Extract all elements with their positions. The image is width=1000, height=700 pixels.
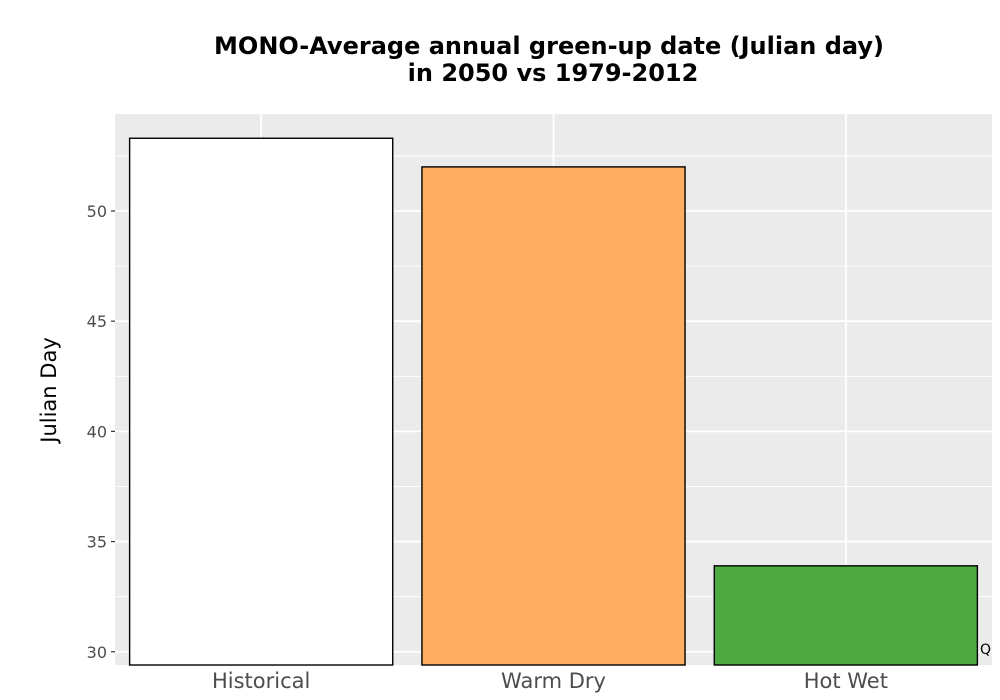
x-tick-label: Hot Wet [804,669,888,693]
y-tick-label: 30 [87,643,107,662]
corner-mark: Q [980,642,991,658]
bar-warm-dry [421,166,686,666]
chart-title-line-1: MONO-Average annual green-up date (Julia… [214,32,884,60]
y-tick-label: 40 [87,422,107,441]
y-tick-label: 35 [87,533,107,552]
x-tick-label: Warm Dry [501,669,606,693]
y-axis: 30 35 40 45 50 [87,202,115,662]
x-axis: Historical Warm Dry Hot Wet [212,669,888,693]
chart-title-line-2: in 2050 vs 1979-2012 [408,59,699,87]
bar-historical [128,137,394,666]
bar-hot-wet [713,565,979,666]
y-tick-label: 45 [87,312,107,331]
bars [128,137,979,666]
x-tick-label: Historical [212,669,310,693]
y-tick-label: 50 [87,202,107,221]
y-axis-title: Julian Day [37,337,61,445]
